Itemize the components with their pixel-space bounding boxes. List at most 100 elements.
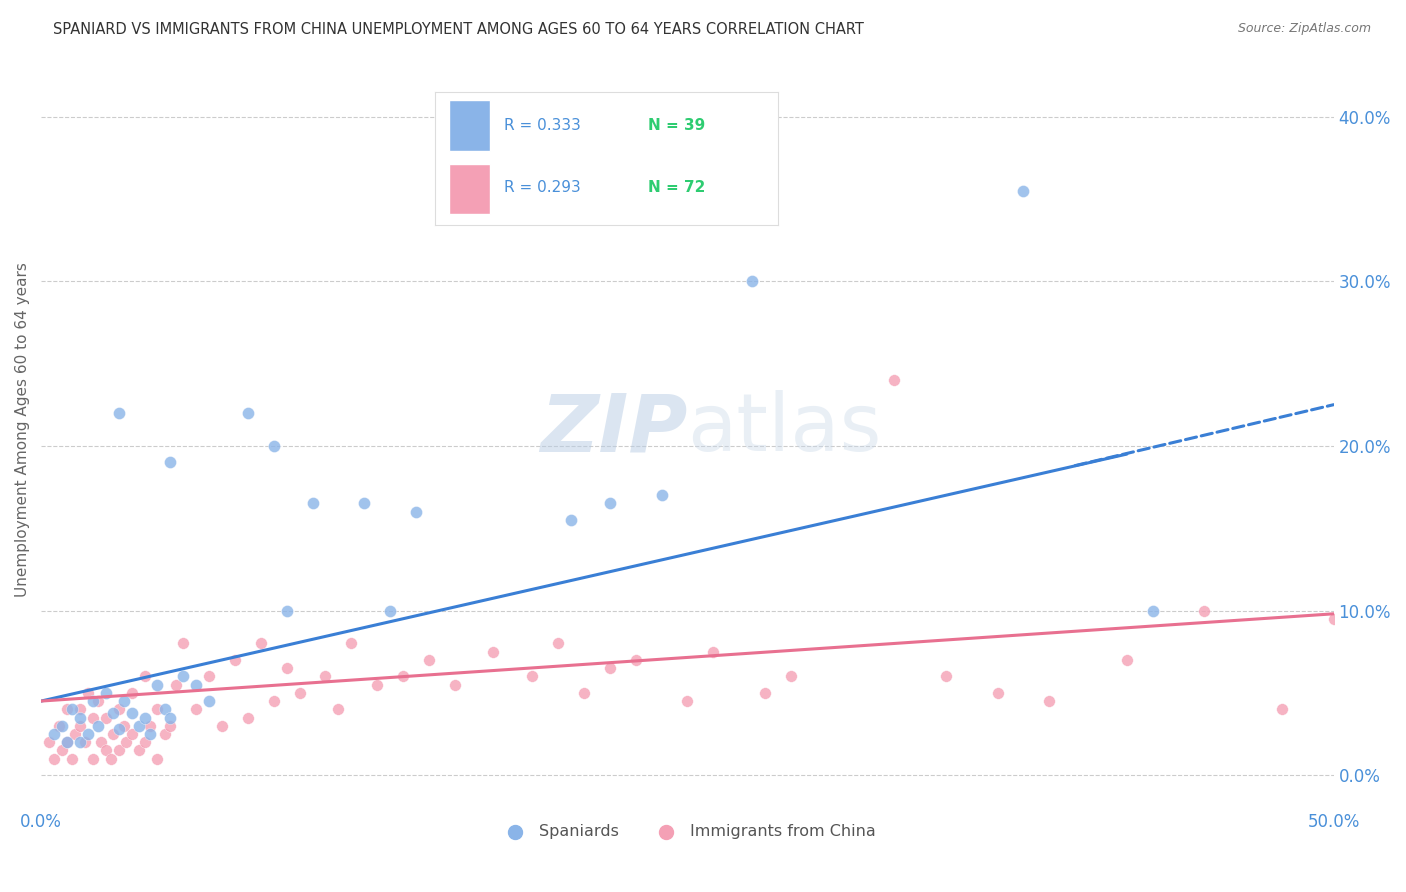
Point: [134, 669, 156, 683]
Point: [1271, 702, 1294, 716]
Point: [76, 727, 98, 741]
Point: [547, 636, 569, 650]
Point: [186, 702, 208, 716]
Point: [153, 727, 176, 741]
Point: [121, 727, 143, 741]
Point: [103, 727, 125, 741]
Point: [250, 636, 273, 650]
Point: [69, 710, 91, 724]
Point: [186, 677, 208, 691]
Point: [51, 743, 73, 757]
Legend: Spaniards, Immigrants from China: Spaniards, Immigrants from China: [492, 818, 883, 846]
Point: [42, 752, 65, 766]
Point: [1194, 603, 1216, 617]
Point: [82, 694, 104, 708]
Point: [94, 710, 117, 724]
Point: [82, 710, 104, 724]
Point: [340, 636, 363, 650]
Point: [56, 702, 79, 716]
Point: [935, 669, 957, 683]
Point: [172, 669, 194, 683]
Point: [314, 669, 336, 683]
Point: [651, 488, 673, 502]
Point: [121, 686, 143, 700]
Point: [328, 702, 350, 716]
Point: [87, 694, 110, 708]
Point: [146, 752, 169, 766]
Point: [301, 496, 323, 510]
Point: [1115, 653, 1137, 667]
Point: [560, 513, 582, 527]
Point: [236, 710, 259, 724]
Point: [165, 677, 187, 691]
Point: [115, 735, 138, 749]
Point: [366, 677, 388, 691]
Point: [236, 406, 259, 420]
Point: [112, 719, 135, 733]
Point: [172, 636, 194, 650]
Point: [94, 686, 117, 700]
Point: [76, 686, 98, 700]
Point: [51, 719, 73, 733]
Point: [60, 702, 83, 716]
Point: [69, 719, 91, 733]
Point: [741, 274, 763, 288]
Y-axis label: Unemployment Among Ages 60 to 64 years: Unemployment Among Ages 60 to 64 years: [15, 262, 30, 597]
Point: [159, 455, 181, 469]
Point: [702, 645, 724, 659]
Point: [392, 669, 415, 683]
Point: [159, 710, 181, 724]
Point: [599, 661, 621, 675]
Point: [1323, 612, 1346, 626]
Point: [94, 743, 117, 757]
Point: [138, 719, 160, 733]
Text: atlas: atlas: [688, 391, 882, 468]
Point: [418, 653, 440, 667]
Point: [405, 505, 427, 519]
Point: [38, 735, 60, 749]
Point: [153, 702, 176, 716]
Point: [107, 406, 129, 420]
Point: [146, 702, 169, 716]
Point: [159, 719, 181, 733]
Point: [676, 694, 699, 708]
Point: [211, 719, 233, 733]
Point: [73, 735, 96, 749]
Point: [224, 653, 246, 667]
Point: [112, 694, 135, 708]
Point: [754, 686, 776, 700]
Point: [128, 743, 150, 757]
Point: [883, 373, 905, 387]
Point: [138, 727, 160, 741]
Point: [624, 653, 647, 667]
Point: [276, 603, 298, 617]
Point: [60, 752, 83, 766]
Point: [56, 735, 79, 749]
Point: [1012, 184, 1035, 198]
Point: [63, 727, 86, 741]
Point: [128, 719, 150, 733]
Point: [69, 735, 91, 749]
Point: [198, 694, 221, 708]
Point: [90, 735, 112, 749]
Point: [69, 702, 91, 716]
Point: [87, 719, 110, 733]
Point: [263, 694, 285, 708]
Point: [134, 735, 156, 749]
Point: [198, 669, 221, 683]
Point: [56, 735, 79, 749]
Point: [1038, 694, 1060, 708]
Point: [1142, 603, 1164, 617]
Point: [107, 722, 129, 736]
Point: [103, 706, 125, 720]
Point: [134, 710, 156, 724]
Point: [443, 677, 465, 691]
Point: [107, 702, 129, 716]
Point: [276, 661, 298, 675]
Point: [378, 603, 401, 617]
Point: [100, 752, 122, 766]
Text: Source: ZipAtlas.com: Source: ZipAtlas.com: [1237, 22, 1371, 36]
Point: [987, 686, 1010, 700]
Point: [121, 706, 143, 720]
Point: [522, 669, 544, 683]
